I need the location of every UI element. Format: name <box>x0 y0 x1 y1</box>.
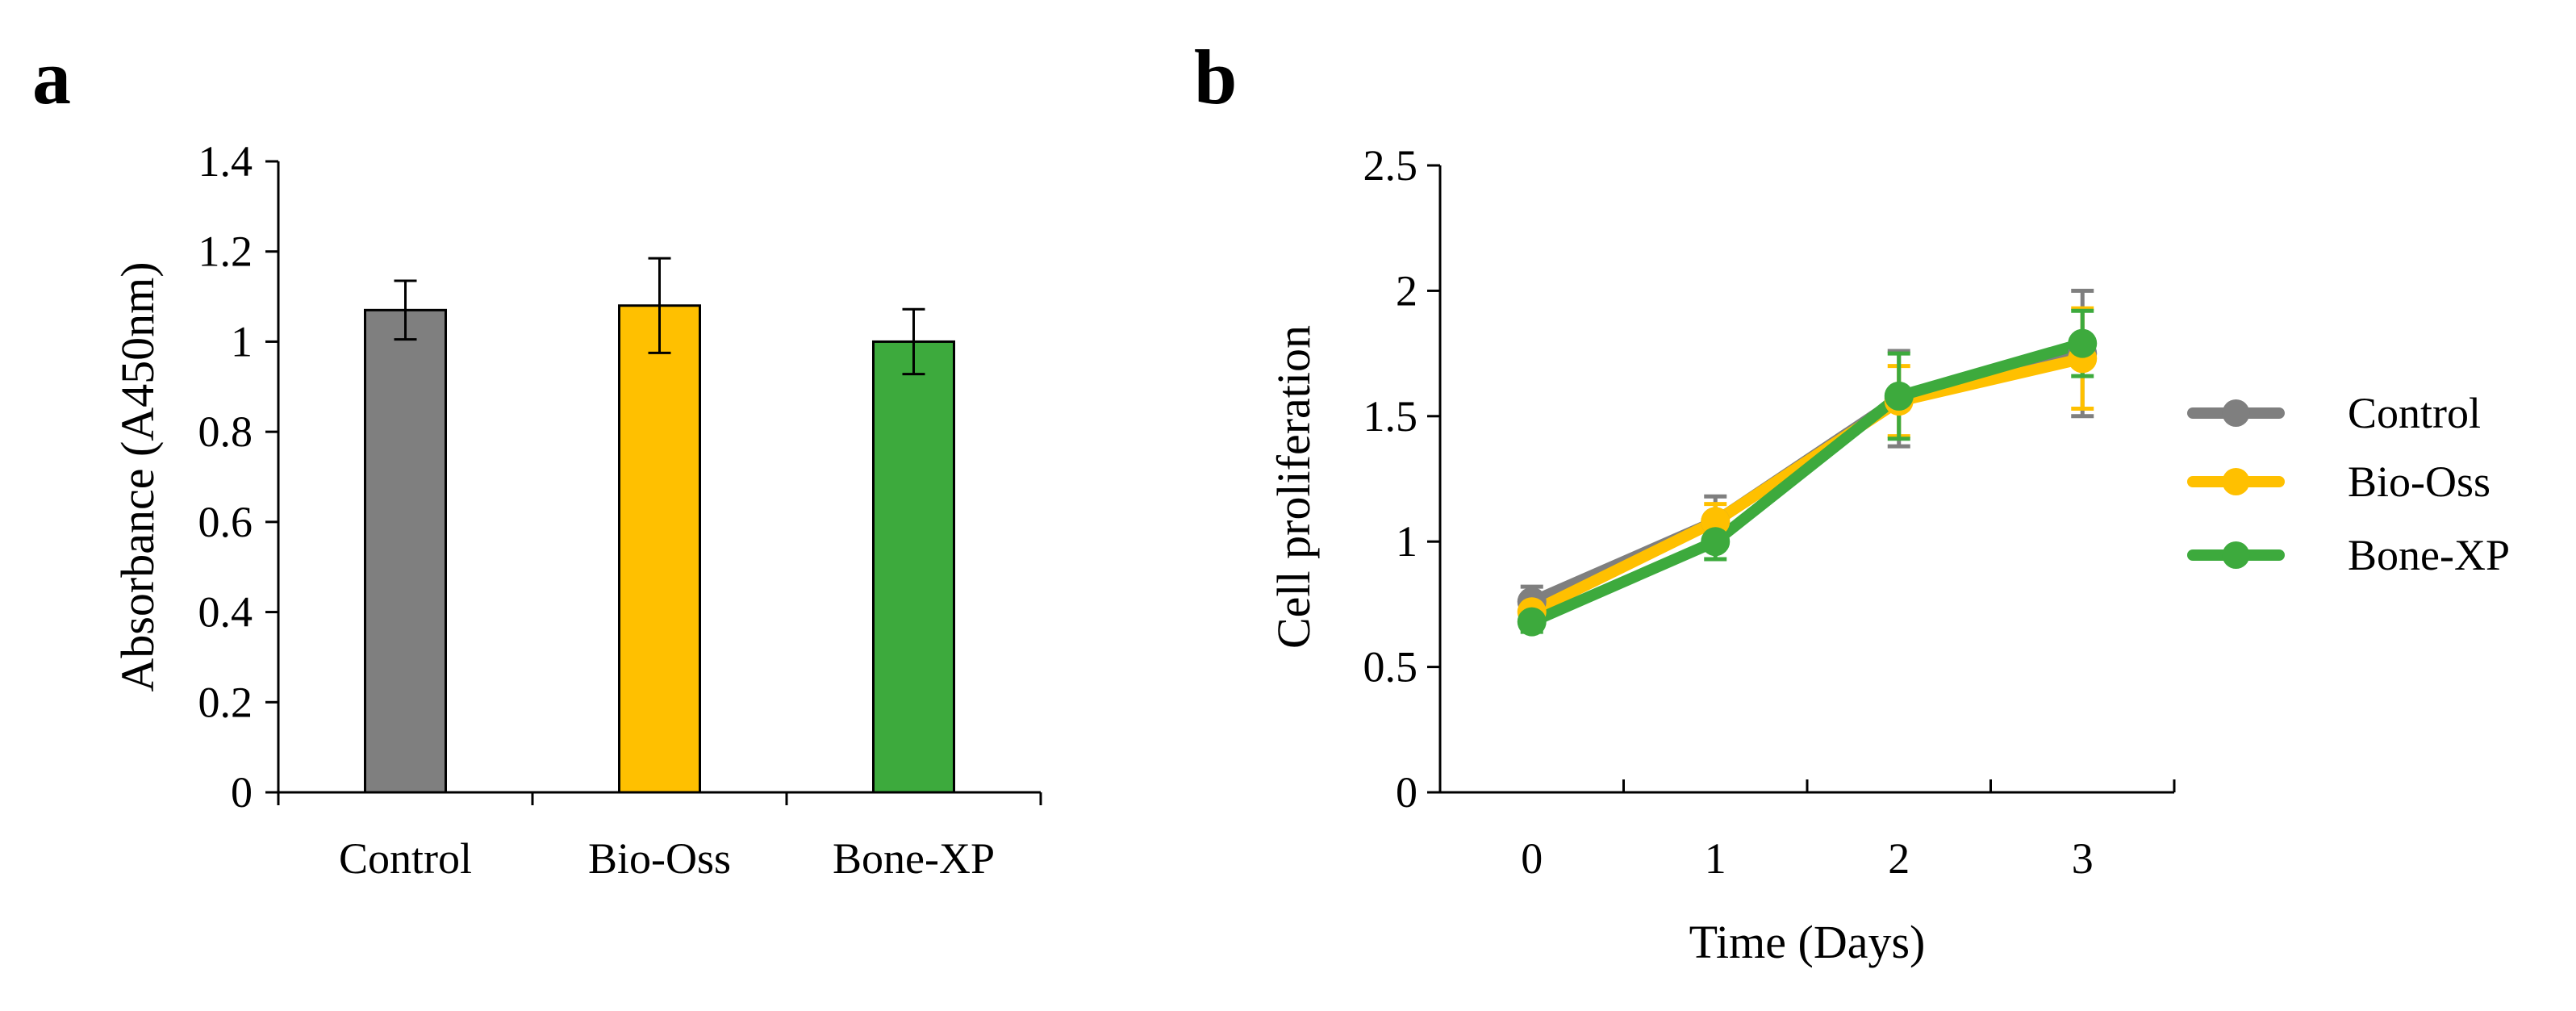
series-line-bone-xp <box>1526 337 2089 628</box>
y-tick-label: 1 <box>231 317 253 366</box>
data-point-bone-xp <box>1517 607 1547 637</box>
bar-bio-oss <box>618 304 701 794</box>
y-tick-label: 0 <box>231 768 253 817</box>
bar-control <box>364 308 447 794</box>
legend-label-control: Control <box>2348 389 2481 437</box>
line-series <box>1526 337 2089 628</box>
line-points <box>1517 328 2098 637</box>
y-tick-label: 1.4 <box>198 137 253 186</box>
x-tick-label: 3 <box>2072 834 2094 883</box>
line-chart-x-ticks: 0 1 2 3 <box>1438 779 2176 883</box>
bar-chart-absorbance: 0 0.2 0.4 0.6 0.8 1 1.2 1.4 Control Bio-Oss Bone-… <box>111 137 1042 883</box>
data-point-bio-oss <box>1701 507 1731 537</box>
bar-chart-axes <box>277 161 1041 794</box>
bar-bone-xp <box>872 340 955 794</box>
line-chart-x-axis-title: Time (Days) <box>1689 916 1926 968</box>
y-tick-label: 0.6 <box>198 498 253 546</box>
series-line-bio-oss <box>1526 353 2089 618</box>
x-tick-label: Bone-XP <box>833 834 995 883</box>
bar-series <box>364 304 955 794</box>
x-tick-label: 2 <box>1888 834 1910 883</box>
bar-error-bars <box>394 257 925 376</box>
legend-marker-bio-oss <box>2222 468 2250 495</box>
bar-chart-x-ticks: Control Bio-Oss Bone-XP <box>277 792 1042 883</box>
y-tick-label: 1 <box>1396 517 1417 566</box>
line-chart-axes <box>1438 165 2174 794</box>
legend-marker-control <box>2222 399 2250 427</box>
line-chart-y-axis-title: Cell proliferation <box>1267 325 1320 649</box>
y-tick-label: 1.2 <box>198 228 253 276</box>
y-tick-label: 0.5 <box>1363 643 1418 691</box>
y-tick-label: 0.2 <box>198 678 253 726</box>
data-point-bone-xp <box>1701 527 1731 557</box>
x-tick-label: Control <box>339 834 472 883</box>
x-tick-label: Bio-Oss <box>588 834 731 883</box>
bar-chart-y-ticks: 0 0.2 0.4 0.6 0.8 1 1.2 1.4 <box>198 137 278 817</box>
series-line-control <box>1526 348 2089 608</box>
data-point-bone-xp <box>2068 328 2098 358</box>
y-tick-label: 1.5 <box>1363 392 1418 441</box>
bar-chart-y-axis-title: Absorbance (A450nm) <box>111 261 164 691</box>
panel-letter-b: b <box>1194 34 1237 120</box>
line-chart-y-ticks: 0 0.5 1 1.5 2 2.5 <box>1363 141 1440 817</box>
legend-marker-bone-xp <box>2222 541 2250 569</box>
y-tick-label: 0 <box>1396 768 1417 817</box>
legend-label-bone-xp: Bone-XP <box>2348 531 2510 579</box>
y-tick-label: 0.8 <box>198 407 253 456</box>
panel-letter-a: a <box>32 34 71 120</box>
y-tick-label: 2 <box>1396 266 1417 315</box>
data-point-bone-xp <box>1884 381 1914 411</box>
legend-label-bio-oss: Bio-Oss <box>2348 457 2490 506</box>
y-tick-label: 0.4 <box>198 588 253 637</box>
legend: Control Bio-Oss Bone-XP <box>2187 389 2510 579</box>
x-tick-label: 0 <box>1521 834 1543 883</box>
y-tick-label: 2.5 <box>1363 141 1418 190</box>
x-tick-label: 1 <box>1705 834 1726 883</box>
